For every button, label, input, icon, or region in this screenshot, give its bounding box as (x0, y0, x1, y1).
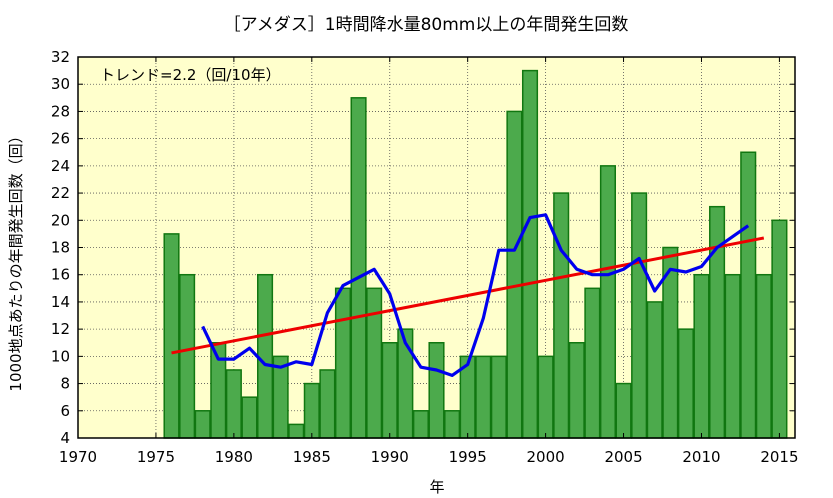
x-tick-label: 2000 (527, 448, 565, 466)
y-tick-label: 16 (51, 266, 70, 284)
bar-2003 (584, 287, 601, 439)
bar-1984 (288, 423, 305, 439)
bar-2014 (755, 273, 772, 439)
x-tick-label: 2005 (604, 448, 642, 466)
y-tick-label: 24 (51, 157, 70, 175)
y-tick-label: 4 (60, 429, 70, 447)
bar-1994 (444, 410, 461, 439)
bar-2000 (537, 355, 554, 439)
bar-1990 (381, 342, 398, 439)
y-tick-label: 10 (51, 347, 70, 365)
bar-1978 (194, 410, 211, 439)
y-axis-label: 1000地点あたりの年間発生回数（回） (7, 128, 25, 391)
x-tick-label: 1980 (215, 448, 253, 466)
y-tick-label: 26 (51, 130, 70, 148)
bar-1998 (506, 110, 523, 439)
x-tick-label: 2015 (760, 448, 798, 466)
y-tick-label: 14 (51, 293, 70, 311)
y-tick-label: 22 (51, 184, 70, 202)
bar-1993 (428, 342, 445, 439)
bar-1985 (303, 382, 320, 439)
bar-2015 (771, 219, 788, 439)
moving-average-line (201, 213, 750, 377)
bar-2007 (646, 301, 663, 439)
bar-2011 (709, 205, 726, 439)
y-tick-label: 20 (51, 211, 70, 229)
x-tick-label: 2010 (682, 448, 720, 466)
bar-1997 (490, 355, 507, 439)
bar-2010 (693, 273, 710, 439)
bar-2005 (615, 382, 632, 439)
y-axis-ticks: 4 6 8 10 12 14 16 18 20 22 24 26 28 30 32 (51, 48, 795, 447)
bar-1996 (475, 355, 492, 439)
bar-1981 (241, 396, 258, 439)
x-axis-ticks: 1970 1975 1980 1985 1990 1995 2000 2005 2010 2015 (59, 57, 799, 466)
x-tick-label: 1995 (449, 448, 487, 466)
bar-1999 (521, 69, 539, 439)
bar-2009 (677, 328, 694, 439)
bar-1988 (350, 97, 367, 439)
bar-1977 (179, 273, 196, 439)
x-tick-label: 1990 (371, 448, 409, 466)
bar-1989 (366, 287, 383, 439)
y-tick-label: 12 (51, 320, 70, 338)
x-tick-label: 1985 (293, 448, 331, 466)
y-tick-label: 30 (51, 75, 70, 93)
chart-title: ［アメダス］1時間降水量80mm以上の年間発生回数 (224, 15, 629, 35)
trend-annotation: トレンド=2.2（回/10年） (100, 66, 281, 84)
x-axis-label: 年 (429, 478, 444, 496)
bar-1980 (225, 369, 242, 439)
x-tick-label: 1970 (59, 448, 97, 466)
bar-1987 (334, 287, 352, 439)
y-tick-label: 28 (51, 102, 70, 120)
bars (163, 69, 788, 439)
bar-1986 (319, 369, 336, 439)
bar-2004 (599, 165, 616, 439)
bar-2002 (568, 342, 585, 439)
y-tick-label: 8 (60, 375, 70, 393)
bar-2001 (553, 192, 570, 439)
bar-1976 (163, 233, 180, 439)
bar-2012 (724, 273, 741, 439)
bar-1982 (257, 273, 274, 439)
bar-2013 (740, 151, 757, 439)
y-tick-label: 6 (60, 402, 70, 420)
x-tick-label: 1975 (137, 448, 175, 466)
bar-2006 (631, 192, 648, 439)
y-tick-label: 32 (51, 48, 70, 66)
y-tick-label: 18 (51, 239, 70, 257)
bar-1992 (412, 410, 429, 439)
trend-line (171, 236, 765, 355)
